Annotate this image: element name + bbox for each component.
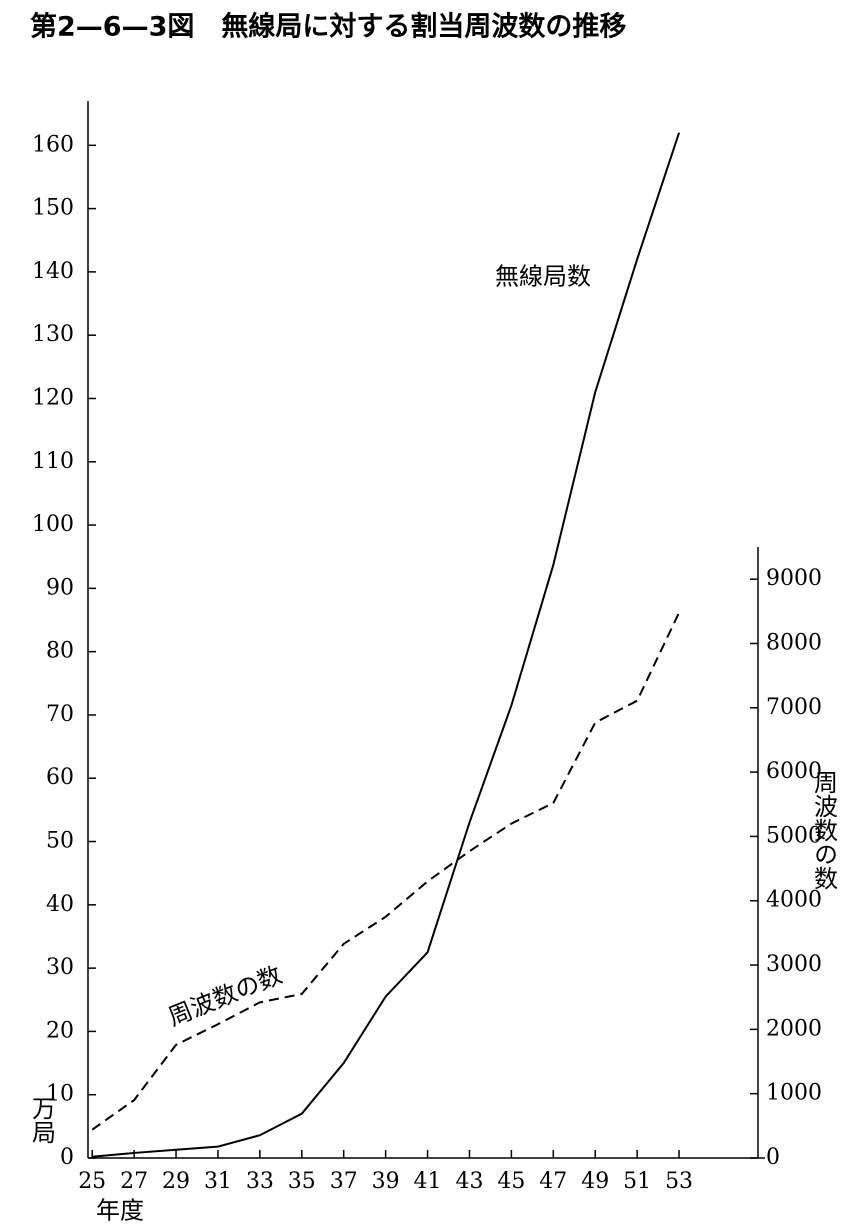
x-tick-label: 25 — [78, 1169, 106, 1194]
y-tick-label: 160 — [32, 132, 74, 157]
y2-tick-label: 8000 — [766, 630, 822, 655]
y-axis-label: 万局 — [28, 1096, 56, 1144]
y2-tick-label: 3000 — [766, 952, 822, 977]
x-tick-label: 53 — [665, 1169, 693, 1194]
y-tick-label: 30 — [46, 955, 74, 980]
y-tick-label: 80 — [46, 639, 74, 664]
y2-tick-label: 7000 — [766, 695, 822, 720]
y2-tick-label: 5000 — [766, 823, 822, 848]
y-tick-label: 150 — [32, 196, 74, 221]
x-tick-label: 49 — [581, 1169, 609, 1194]
x-axis-label: 年度 — [96, 1197, 144, 1225]
x-tick-label: 33 — [246, 1169, 274, 1194]
x-tick-label: 37 — [330, 1169, 358, 1194]
y-tick-label: 60 — [46, 765, 74, 790]
y-tick-label: 120 — [32, 385, 74, 410]
y-tick-label: 100 — [32, 512, 74, 537]
x-tick-label: 51 — [623, 1169, 651, 1194]
series-label: 周波数の数 — [164, 961, 286, 1032]
x-tick-label: 39 — [372, 1169, 400, 1194]
x-tick-label: 31 — [204, 1169, 232, 1194]
y2-tick-label: 1000 — [766, 1081, 822, 1106]
series-line — [91, 612, 680, 1131]
y-tick-label: 140 — [32, 259, 74, 284]
y2-axis-label: 周波数の数 — [810, 770, 838, 890]
chart-title: 第2—6—3図 無線局に対する割当周波数の推移 — [30, 11, 626, 43]
x-tick-label: 29 — [162, 1169, 190, 1194]
y2-tick-label: 2000 — [766, 1016, 822, 1041]
y-tick-label: 10 — [46, 1082, 74, 1107]
y-tick-label: 40 — [46, 892, 74, 917]
y-tick-label: 20 — [46, 1018, 74, 1043]
y-tick-label: 110 — [32, 449, 74, 474]
y-tick-label: 70 — [46, 702, 74, 727]
y2-tick-label: 9000 — [766, 566, 822, 591]
x-tick-label: 27 — [120, 1169, 148, 1194]
series-label: 無線局数 — [495, 263, 591, 291]
x-tick-label: 43 — [455, 1169, 483, 1194]
y2-tick-label: 6000 — [766, 759, 822, 784]
y-tick-label: 90 — [46, 575, 74, 600]
x-tick-label: 35 — [288, 1169, 316, 1194]
x-tick-label: 41 — [414, 1169, 442, 1194]
y-tick-label: 50 — [46, 829, 74, 854]
y2-tick-label: 4000 — [766, 888, 822, 913]
x-tick-label: 47 — [539, 1169, 567, 1194]
x-tick-label: 45 — [497, 1169, 525, 1194]
series-line — [92, 132, 681, 1158]
y-tick-label: 0 — [60, 1145, 74, 1170]
y-tick-label: 130 — [32, 322, 74, 347]
y2-tick-label: 0 — [766, 1145, 780, 1170]
